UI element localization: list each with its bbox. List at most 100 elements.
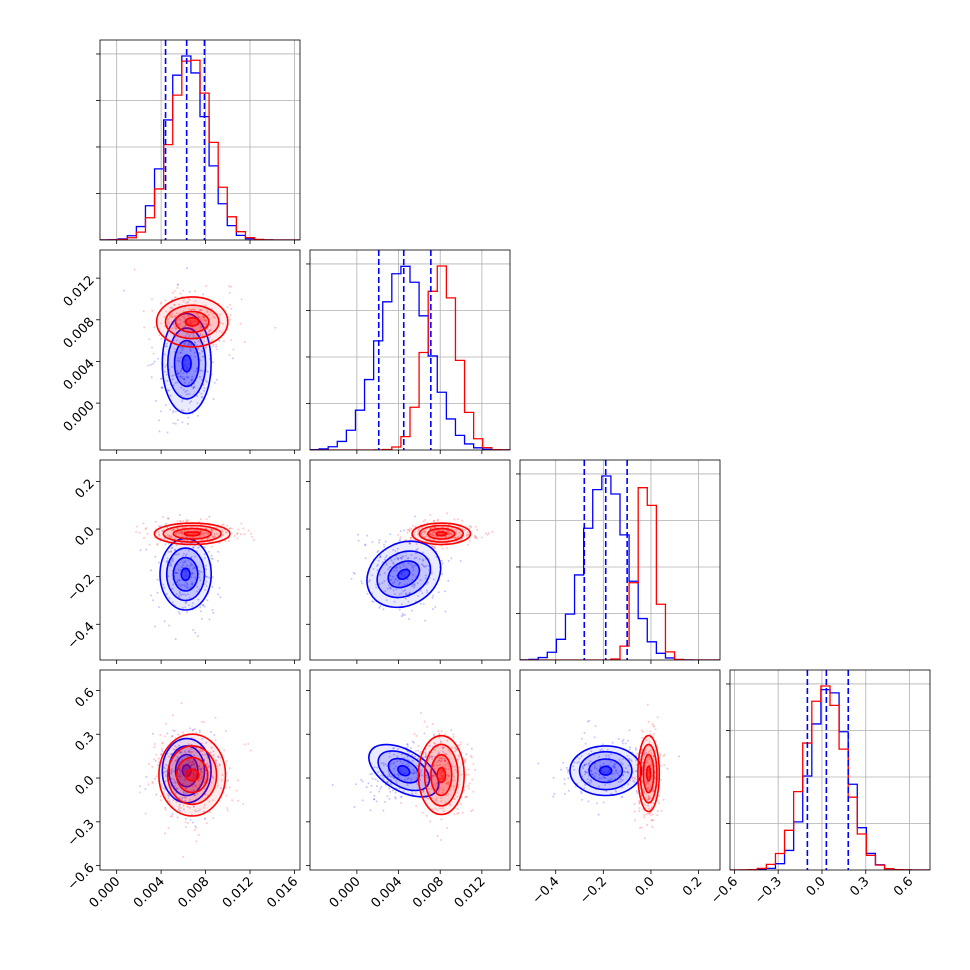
sample-point — [219, 313, 222, 316]
sample-point — [173, 729, 176, 732]
sample-point — [202, 604, 204, 607]
sample-point — [176, 370, 179, 373]
sample-point — [199, 610, 202, 613]
sample-point — [169, 564, 172, 567]
sample-point — [183, 378, 186, 381]
sample-point — [171, 374, 173, 377]
sample-point — [468, 787, 471, 790]
sample-point — [213, 533, 216, 535]
sample-point — [412, 569, 415, 572]
sample-point — [642, 731, 644, 733]
sample-point — [641, 798, 644, 800]
sample-point — [151, 298, 153, 301]
sample-point — [444, 763, 447, 766]
sample-point — [433, 734, 435, 737]
sample-point — [174, 572, 177, 574]
sample-point — [164, 345, 167, 348]
sample-point — [168, 309, 171, 312]
sample-point — [183, 376, 186, 379]
sample-point — [422, 520, 425, 523]
sample-point — [399, 556, 402, 559]
sample-point — [388, 584, 391, 587]
sample-point — [177, 372, 180, 375]
sample-point — [640, 729, 643, 732]
sample-point — [159, 733, 162, 736]
sample-point — [211, 530, 213, 533]
sample-point — [180, 751, 183, 754]
sample-point — [361, 780, 364, 783]
sample-point — [183, 779, 186, 782]
sample-point — [437, 730, 440, 732]
sample-point — [196, 585, 199, 588]
sample-point — [204, 817, 207, 820]
sample-point — [367, 782, 370, 785]
sample-point — [184, 750, 186, 753]
contour-line — [158, 733, 227, 817]
sample-point — [144, 528, 147, 531]
sample-point — [200, 777, 203, 780]
sample-point — [469, 525, 472, 528]
sample-point — [205, 741, 208, 744]
x-tick-label: 0.0 — [633, 874, 658, 899]
sample-point — [443, 752, 446, 755]
sample-point — [373, 794, 376, 797]
sample-point — [189, 798, 192, 801]
sample-point — [652, 725, 655, 728]
sample-point — [171, 546, 174, 549]
sample-point — [170, 535, 173, 538]
sample-point — [173, 748, 176, 751]
sample-point — [189, 344, 192, 347]
sample-point — [221, 534, 224, 537]
sample-point — [194, 309, 197, 311]
sample-point — [638, 809, 641, 812]
sample-point — [432, 519, 435, 522]
sample-point — [447, 775, 450, 778]
sample-point — [211, 558, 214, 561]
sample-point — [213, 536, 216, 539]
sample-point — [656, 810, 659, 813]
sample-point — [192, 567, 194, 570]
sample-point — [632, 779, 634, 782]
sample-point — [649, 811, 652, 814]
sample-point — [217, 593, 220, 596]
sample-point — [235, 789, 238, 792]
sample-point — [187, 549, 190, 552]
sample-point — [386, 587, 389, 590]
sample-point — [621, 795, 624, 798]
sample-point — [198, 768, 201, 771]
sample-point — [173, 779, 176, 782]
density-fill — [182, 355, 192, 372]
sample-point — [552, 795, 555, 798]
sample-point — [201, 334, 204, 337]
sample-point — [187, 750, 190, 753]
sample-point — [171, 735, 174, 738]
sample-point — [449, 532, 452, 535]
sample-point — [379, 573, 382, 576]
sample-point — [425, 814, 428, 817]
sample-point — [190, 751, 193, 754]
sample-point — [410, 792, 413, 795]
sample-point — [242, 802, 245, 805]
sample-point — [212, 315, 215, 318]
sample-point — [191, 536, 194, 539]
sample-point — [183, 584, 186, 586]
sample-point — [437, 591, 440, 594]
sample-point — [423, 732, 426, 735]
sample-point — [249, 749, 252, 752]
sample-point — [434, 749, 437, 751]
sample-point — [447, 530, 450, 533]
sample-point — [211, 536, 214, 539]
sample-point — [598, 773, 601, 776]
sample-point — [386, 781, 389, 784]
sample-point — [384, 763, 387, 766]
sample-point — [368, 579, 371, 582]
sample-point — [217, 550, 220, 553]
sample-point — [432, 530, 435, 533]
panel-frame — [309, 249, 511, 451]
sample-point — [174, 537, 177, 540]
sample-point — [197, 765, 200, 768]
sample-point — [590, 781, 593, 784]
sample-point — [185, 372, 188, 375]
sample-point — [178, 808, 180, 811]
sample-point — [648, 789, 651, 792]
